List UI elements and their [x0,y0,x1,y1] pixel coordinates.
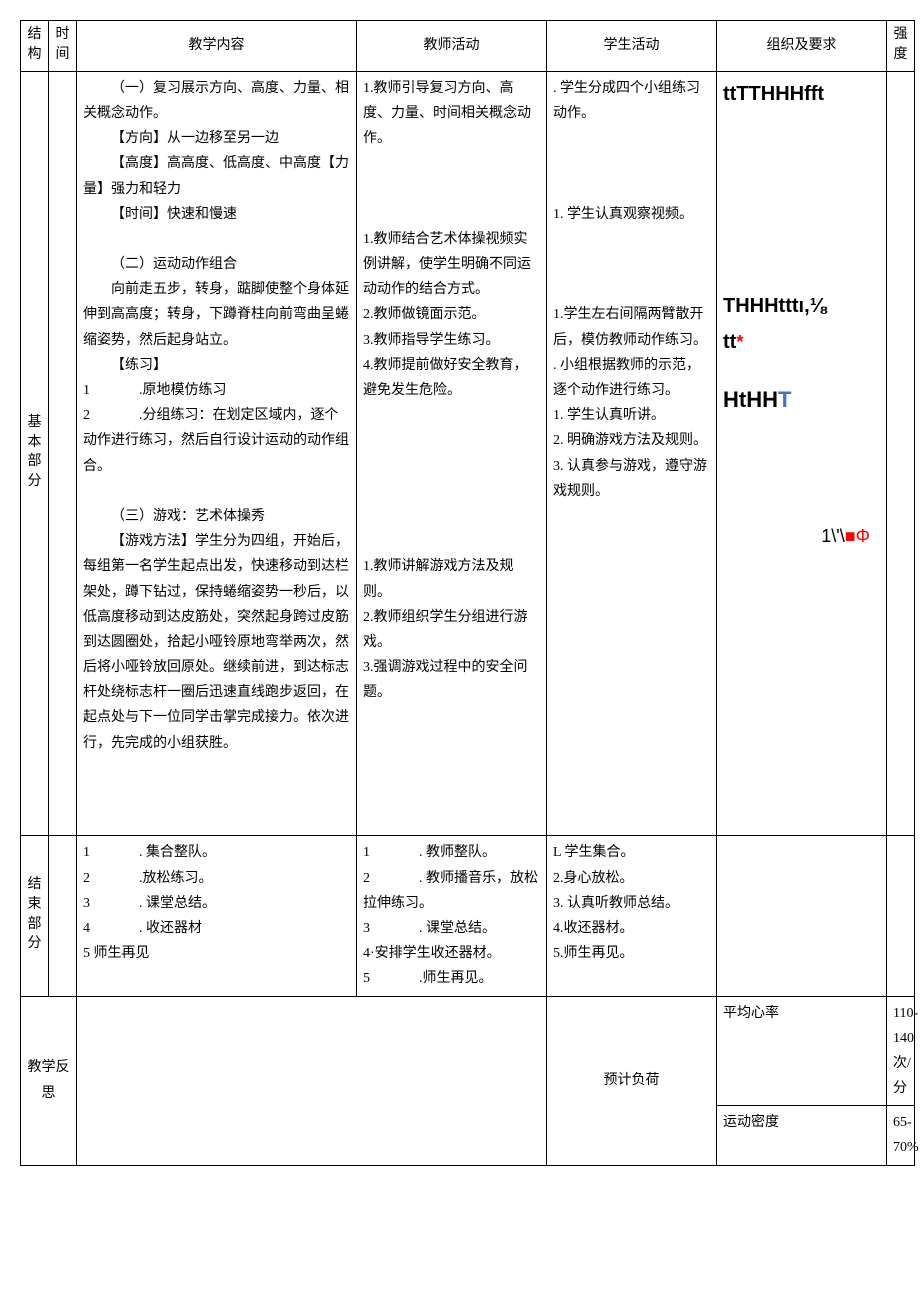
part2-title: （二）运动动作组合 [83,252,350,277]
org-o1: ttTTHHHfft [723,76,880,112]
teacher-t3a: 1.教师讲解游戏方法及规则。 [363,554,540,604]
teacher-t2c: 3.教师指导学生练习。 [363,328,540,353]
teacher-t1: 1.教师引导复习方向、高度、力量、时间相关概念动作。 [363,76,540,152]
part1-title: （一）复习展示方向、高度、力量、相关概念动作。 [83,76,350,126]
basic-time-cell [49,71,77,836]
end-t2: 2. 教师播音乐，放松拉伸练习。 [363,866,540,916]
reflection-content [77,996,547,1165]
header-structure: 结构 [21,21,49,72]
density-label: 运动密度 [717,1106,887,1165]
load-label: 预计负荷 [547,996,717,1165]
teacher-t2b: 2.教师做镜面示范。 [363,302,540,327]
lesson-plan-table: 结构 时间 教学内容 教师活动 学生活动 组织及要求 强度 基本部分 （一）复习… [20,20,915,1166]
end-s4: 4.收还器材。 [553,916,710,941]
part2-practice-label: 【练习】 [83,353,350,378]
end-time-cell [49,836,77,996]
end-s1: L 学生集合。 [553,840,710,865]
header-content: 教学内容 [77,21,357,72]
part1-b3: 【时间】快速和慢速 [83,202,350,227]
header-organization: 组织及要求 [717,21,887,72]
teacher-t3b: 2.教师组织学生分组进行游戏。 [363,605,540,655]
end-c2: 2.放松练习。 [83,866,350,891]
end-s3: 3. 认真听教师总结。 [553,891,710,916]
student-s1: . 学生分成四个小组练习动作。 [553,76,710,126]
end-teacher-cell: 1. 教师整队。 2. 教师播音乐，放松拉伸练习。 3. 课堂总结。 4·安排学… [357,836,547,996]
end-c3: 3. 课堂总结。 [83,891,350,916]
header-student: 学生活动 [547,21,717,72]
end-org-cell [717,836,887,996]
part3-desc: 【游戏方法】学生分为四组，开始后，每组第一名学生起点出发，快速移动到达栏架处，蹲… [83,529,350,756]
teacher-t3c: 3.强调游戏过程中的安全问题。 [363,655,540,705]
student-s3a: 1.学生左右间隔两臂散开后，模仿教师动作练习。 [553,302,710,352]
basic-section-row: 基本部分 （一）复习展示方向、高度、力量、相关概念动作。 【方向】从一边移至另一… [21,71,915,836]
basic-content-cell: （一）复习展示方向、高度、力量、相关概念动作。 【方向】从一边移至另一边 【高度… [77,71,357,836]
end-t4: 4·安排学生收还器材。 [363,941,540,966]
end-content-cell: 1. 集合整队。 2.放松练习。 3. 课堂总结。 4. 收还器材 5 师生再见 [77,836,357,996]
end-intensity-cell [887,836,915,996]
header-teacher: 教师活动 [357,21,547,72]
header-time: 时间 [49,21,77,72]
reflection-label: 教学反思 [21,996,77,1165]
density-value: 65-70% [887,1106,915,1165]
student-s4a: 1. 学生认真听讲。 [553,403,710,428]
org-o2: THHHtttı,⅛ tt* [723,288,880,360]
org-o3: HtHHT [723,380,880,420]
end-c5: 5 师生再见 [83,941,350,966]
student-s3b: . 小组根据教师的示范，逐个动作进行练习。 [553,353,710,403]
table-header-row: 结构 时间 教学内容 教师活动 学生活动 组织及要求 强度 [21,21,915,72]
part2-desc: 向前走五步，转身，踮脚使整个身体延伸到高高度；转身，下蹲脊柱向前弯曲呈蜷缩姿势，… [83,277,350,353]
part1-b2: 【高度】高高度、低高度、中高度【力量】强力和轻力 [83,151,350,201]
end-s5: 5.师生再见。 [553,941,710,966]
end-s2: 2.身心放松。 [553,866,710,891]
end-section-row: 结束部分 1. 集合整队。 2.放松练习。 3. 课堂总结。 4. 收还器材 5… [21,836,915,996]
teacher-t2a: 1.教师结合艺术体操视频实例讲解，使学生明确不同运动动作的结合方式。 [363,227,540,303]
part2-li2: 2.分组练习：在划定区域内，逐个动作进行练习，然后自行设计运动的动作组合。 [83,403,350,479]
student-s2: 1. 学生认真观察视频。 [553,202,710,227]
end-t5: 5.师生再见。 [363,966,540,991]
part3-title: （三）游戏：艺术体操秀 [83,504,350,529]
hr-value: 110-140 次/分 [887,996,915,1106]
hr-label: 平均心率 [717,996,887,1106]
basic-section-label: 基本部分 [21,71,49,836]
footer-row-1: 教学反思 预计负荷 平均心率 110-140 次/分 [21,996,915,1106]
part1-b1: 【方向】从一边移至另一边 [83,126,350,151]
end-student-cell: L 学生集合。 2.身心放松。 3. 认真听教师总结。 4.收还器材。 5.师生… [547,836,717,996]
end-t3: 3. 课堂总结。 [363,916,540,941]
header-intensity: 强度 [887,21,915,72]
end-c1: 1. 集合整队。 [83,840,350,865]
part2-li1: 1.原地模仿练习 [83,378,350,403]
end-section-label: 结束部分 [21,836,49,996]
basic-org-cell: ttTTHHHfft THHHtttı,⅛ tt* HtHHT 1\'\■Φ [717,71,887,836]
end-t1: 1. 教师整队。 [363,840,540,865]
org-o4: 1\'\■Φ [723,520,880,552]
basic-student-cell: . 学生分成四个小组练习动作。 1. 学生认真观察视频。 1.学生左右间隔两臂散… [547,71,717,836]
end-c4: 4. 收还器材 [83,916,350,941]
student-s4c: 3. 认真参与游戏，遵守游戏规则。 [553,454,710,504]
teacher-t2d: 4.教师提前做好安全教育，避免发生危险。 [363,353,540,403]
student-s4b: 2. 明确游戏方法及规则。 [553,428,710,453]
basic-teacher-cell: 1.教师引导复习方向、高度、力量、时间相关概念动作。 1.教师结合艺术体操视频实… [357,71,547,836]
basic-intensity-cell [887,71,915,836]
